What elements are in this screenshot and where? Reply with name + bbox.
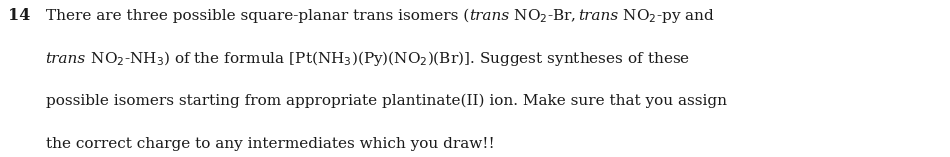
Text: trans: trans: [578, 9, 618, 23]
Text: possible isomers starting from appropriate plantinate(II) ion. Make sure that yo: possible isomers starting from appropria…: [46, 94, 727, 108]
Text: There are three possible square-planar trans isomers (: There are three possible square-planar t…: [46, 9, 469, 23]
Text: NO$_{2}$-py and: NO$_{2}$-py and: [618, 7, 714, 25]
Text: trans: trans: [469, 9, 509, 23]
Text: NO$_{2}$-NH$_{3}$) of the formula [Pt(NH$_{3}$)(Py)(NO$_{2}$)(Br)]. Suggest synt: NO$_{2}$-NH$_{3}$) of the formula [Pt(NH…: [86, 49, 690, 68]
Text: 14: 14: [8, 7, 30, 24]
Text: trans: trans: [46, 52, 86, 66]
Text: the correct charge to any intermediates which you draw!!: the correct charge to any intermediates …: [46, 137, 494, 151]
Text: NO$_{2}$-Br,: NO$_{2}$-Br,: [509, 7, 578, 25]
